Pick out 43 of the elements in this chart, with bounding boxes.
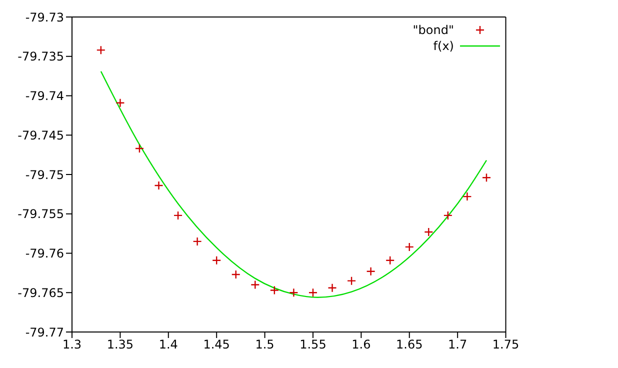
point (404, 242, 414, 252)
point (212, 256, 222, 265)
x-tick-label: 1.3 (62, 338, 82, 352)
y-tick-label: -79.74 (25, 89, 64, 104)
point (250, 280, 260, 290)
point (424, 227, 434, 237)
y-tick-label: -79.745 (18, 128, 64, 142)
y-tick-label: -79.76 (25, 246, 64, 261)
x-tick-label: 1.6 (352, 338, 371, 352)
point (385, 256, 395, 265)
y-tick-label: -79.735 (18, 50, 64, 64)
point (328, 283, 337, 292)
point (116, 98, 125, 108)
point (173, 210, 183, 220)
legend-label: "bond" (412, 23, 454, 37)
point (96, 45, 106, 55)
y-tick-label: -79.73 (25, 10, 64, 24)
point (270, 286, 280, 295)
point (134, 144, 144, 154)
point (346, 276, 356, 286)
point (308, 288, 318, 298)
x-tick-label: 1.75 (492, 338, 520, 352)
point (289, 288, 298, 298)
y-tick-label: -79.765 (18, 286, 64, 300)
x-tick-label: 1.7 (448, 338, 468, 352)
point (231, 270, 240, 280)
x-tick-label: 1.55 (300, 338, 326, 352)
line-series (100, 70, 488, 298)
y-tick-label: -79.75 (25, 168, 64, 182)
x-tick-label: 1.4 (158, 338, 178, 352)
legend-label: f(x) (433, 39, 454, 53)
point (366, 266, 376, 276)
y-tick-label: -79.77 (25, 325, 64, 340)
x-tick-label: 1.65 (396, 338, 423, 352)
point (482, 173, 492, 182)
point (192, 236, 202, 246)
x-tick-label: 1.45 (203, 338, 230, 352)
point (443, 210, 453, 220)
point (462, 192, 472, 202)
x-tick-label: 1.5 (255, 338, 274, 352)
point (154, 180, 164, 190)
y-tick-label: -79.755 (18, 207, 64, 222)
x-tick-label: 1.35 (106, 338, 134, 352)
